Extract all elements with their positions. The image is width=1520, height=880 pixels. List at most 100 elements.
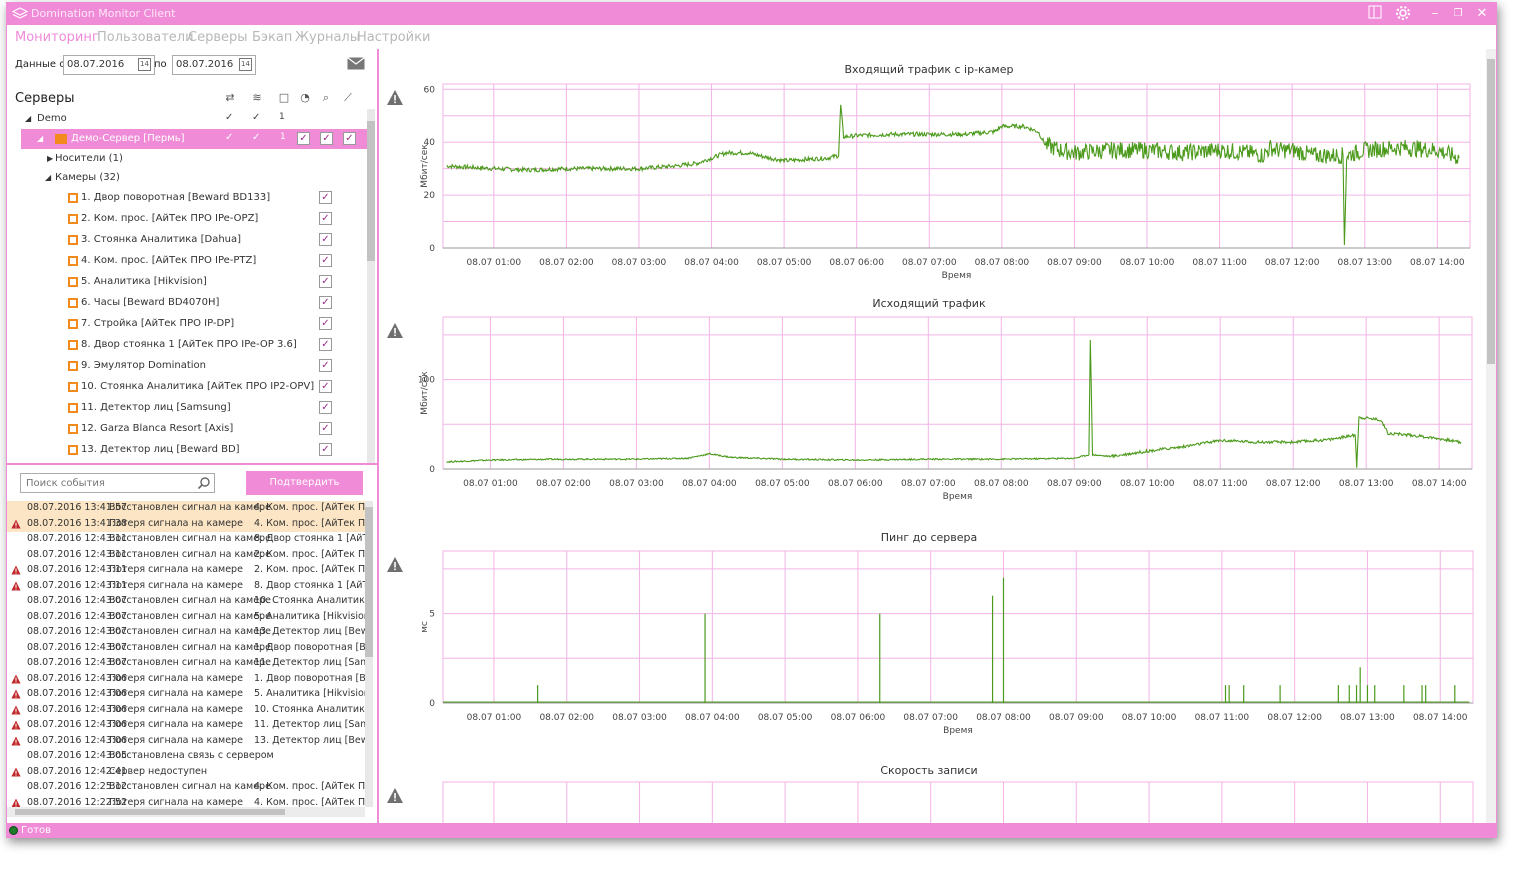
server-checkbox[interactable]: ✓ (343, 132, 356, 145)
chart-warning-icon[interactable] (387, 323, 403, 338)
tree-camera-row[interactable]: 4. Ком. прос. [АйТек ПРО IPe-PTZ] ✓ (7, 251, 367, 271)
camera-checkbox[interactable]: ✓ (319, 443, 332, 456)
server-checkbox[interactable]: ✓ (320, 132, 333, 145)
event-row[interactable]: 08.07.2016 12:43:06 Потеря сигнала на кам… (7, 734, 365, 750)
camera-checkbox[interactable]: ✓ (319, 380, 332, 393)
event-row[interactable]: 08.07.2016 12:43:06 Потеря сигнала на кам… (7, 672, 365, 688)
camera-checkbox[interactable]: ✓ (319, 212, 332, 225)
menu-monitoring[interactable]: Мониторинг (15, 30, 99, 45)
tree-camera-row[interactable]: 1. Двор поворотная [Beward BD133] ✓ (7, 188, 367, 208)
search-icon[interactable] (197, 476, 211, 490)
menu-users[interactable]: Пользователи (97, 30, 194, 45)
camera-checkbox[interactable]: ✓ (319, 317, 332, 330)
camera-checkbox[interactable]: ✓ (319, 422, 332, 435)
maximize-icon[interactable]: ❐ (1453, 8, 1463, 19)
tree-camera-row[interactable]: 9. Эмулятор Domination ✓ (7, 356, 367, 376)
camera-checkbox[interactable]: ✓ (319, 275, 332, 288)
tree-camera-row[interactable]: 3. Стоянка Аналитика [Dahua] ✓ (7, 230, 367, 250)
camera-checkbox[interactable]: ✓ (319, 191, 332, 204)
menu-settings[interactable]: Настройки (357, 30, 431, 45)
layout-icon[interactable] (1364, 5, 1386, 23)
timer-column-icon[interactable]: ◔ (300, 91, 310, 104)
camera-checkbox[interactable]: ✓ (319, 359, 332, 372)
tree-camera-row[interactable]: 5. Аналитика [Hikvision] ✓ (7, 272, 367, 292)
search-column-icon[interactable]: ⌕ (322, 91, 330, 104)
menu-logs[interactable]: Журналы (295, 30, 360, 45)
charts-scrollbar[interactable] (1486, 49, 1496, 823)
event-row[interactable]: 08.07.2016 12:43:07 Восстановлен сигнал н… (7, 656, 365, 672)
expand-arrow-icon[interactable]: ▶ (47, 154, 54, 163)
event-row[interactable]: 08.07.2016 13:41:38 Потеря сигнала на кам… (7, 516, 365, 532)
tree-group-demo[interactable]: ◢ Demo ✓ ✓ 1 (7, 109, 367, 129)
minimize-icon[interactable]: – (1431, 6, 1439, 21)
camera-checkbox[interactable]: ✓ (319, 233, 332, 246)
event-row[interactable]: 08.07.2016 12:42:41 Сервер недоступен (7, 765, 365, 781)
tree-camera-row[interactable]: 2. Ком. прос. [АйТек ПРО IPe-OPZ] ✓ (7, 209, 367, 229)
x-tick-label: 08.07 01:00 (463, 479, 518, 489)
layers-column-icon[interactable]: ≋ (252, 91, 262, 104)
menu-backup[interactable]: Бэкап (252, 30, 293, 45)
menu-servers[interactable]: Серверы (188, 30, 248, 45)
events-scroll-thumb[interactable] (365, 507, 373, 657)
gear-icon[interactable] (1392, 5, 1414, 23)
event-row[interactable]: 08.07.2016 12:43:05 Восстановлена связь с… (7, 749, 365, 765)
events-h-scrollbar[interactable] (7, 807, 365, 817)
camera-checkbox[interactable]: ✓ (319, 296, 332, 309)
tree-camera-row[interactable]: 13. Детектор лиц [Beward BD] ✓ (7, 440, 367, 460)
tree-scroll-thumb[interactable] (367, 121, 375, 261)
camera-checkbox[interactable]: ✓ (319, 401, 332, 414)
tree-camera-row[interactable]: 8. Двор стоянка 1 [АйТек ПРО IPe-OP 3.6]… (7, 335, 367, 355)
server-checkbox[interactable]: ✓ (297, 132, 310, 145)
events-h-scroll-thumb[interactable] (15, 809, 285, 815)
square-column-icon[interactable]: □ (278, 91, 290, 104)
event-row[interactable]: 08.07.2016 12:43:07 Восстановлен сигнал н… (7, 610, 365, 626)
date-to-picker[interactable]: 08.07.2016 14 (172, 55, 256, 75)
charts-scroll-thumb[interactable] (1487, 59, 1495, 364)
tree-camera-row[interactable]: 6. Часы [Beward BD4070H] ✓ (7, 293, 367, 313)
calendar-icon[interactable]: 14 (239, 58, 252, 71)
event-row[interactable]: 08.07.2016 12:43:07 Восстановлен сигнал н… (7, 625, 365, 641)
event-time: 08.07.2016 12:43:11 (27, 579, 128, 591)
chart-warning-icon[interactable] (387, 788, 403, 803)
tree-camera-row[interactable]: 10. Стоянка Аналитика [АйТек ПРО IP2-OPV… (7, 377, 367, 397)
tree-server-row[interactable]: ◢ Демо-Сервер [Пермь] ✓ ✓ 1 ✓ ✓ ✓ (21, 129, 367, 149)
network-column-icon[interactable]: ⇄ (225, 91, 235, 104)
event-row[interactable]: 08.07.2016 12:25:12 Восстановлен сигнал н… (7, 780, 365, 796)
date-from-label: Данные с (15, 59, 65, 70)
collapse-arrow-icon[interactable]: ◢ (25, 114, 32, 123)
camera-checkbox[interactable]: ✓ (319, 254, 332, 267)
tree-cameras-row[interactable]: ◢ Камеры (32) (7, 168, 367, 188)
event-search-input[interactable] (21, 474, 191, 492)
event-row[interactable]: 08.07.2016 12:22:52 Потеря сигнала на кам… (7, 796, 365, 807)
confirm-events-button[interactable]: Подтвердить события (246, 471, 363, 512)
date-from-picker[interactable]: 08.07.2016 14 (63, 55, 155, 75)
event-row[interactable]: 08.07.2016 12:43:11 Потеря сигнала на кам… (7, 579, 365, 595)
event-row[interactable]: 08.07.2016 12:43:06 Потеря сигнала на кам… (7, 687, 365, 703)
event-row[interactable]: 08.07.2016 12:43:06 Потеря сигнала на кам… (7, 718, 365, 734)
events-scrollbar[interactable] (365, 501, 373, 807)
event-row[interactable]: 08.07.2016 13:41:57 Восстановлен сигнал н… (7, 501, 365, 517)
tree-media-row[interactable]: ▶ Носители (1) (7, 149, 367, 169)
tree-camera-row[interactable]: 12. Garza Blanca Resort [Axis] ✓ (7, 419, 367, 439)
event-row[interactable]: 08.07.2016 12:43:11 Потеря сигнала на кам… (7, 563, 365, 579)
event-row[interactable]: 08.07.2016 12:43:11 Восстановлен сигнал н… (7, 532, 365, 548)
event-search-box[interactable] (20, 473, 215, 493)
close-icon[interactable]: ✕ (1476, 6, 1488, 21)
chart-warning-icon[interactable] (387, 557, 403, 572)
tree-camera-row[interactable]: 7. Стройка [АйТек ПРО IP-DP] ✓ (7, 314, 367, 334)
collapse-arrow-icon[interactable]: ◢ (37, 134, 44, 143)
vertical-splitter[interactable] (377, 49, 379, 823)
collapse-arrow-icon[interactable]: ◢ (45, 173, 52, 182)
event-row[interactable]: 08.07.2016 12:43:06 Потеря сигнала на кам… (7, 703, 365, 719)
panel-splitter[interactable] (7, 463, 377, 465)
event-row[interactable]: 08.07.2016 12:43:07 Восстановлен сигнал н… (7, 594, 365, 610)
event-row[interactable]: 08.07.2016 12:43:11 Восстановлен сигнал н… (7, 548, 365, 564)
tree-camera-row[interactable]: 11. Детектор лиц [Samsung] ✓ (7, 398, 367, 418)
event-row[interactable]: 08.07.2016 12:43:07 Восстановлен сигнал н… (7, 641, 365, 657)
chart-warning-icon[interactable] (387, 90, 403, 105)
camera-checkbox[interactable]: ✓ (319, 338, 332, 351)
chart-column-icon[interactable]: ⟋ (344, 91, 352, 104)
calendar-icon[interactable]: 14 (138, 58, 151, 71)
tree-scrollbar[interactable] (367, 109, 375, 463)
mail-icon[interactable] (347, 57, 365, 70)
